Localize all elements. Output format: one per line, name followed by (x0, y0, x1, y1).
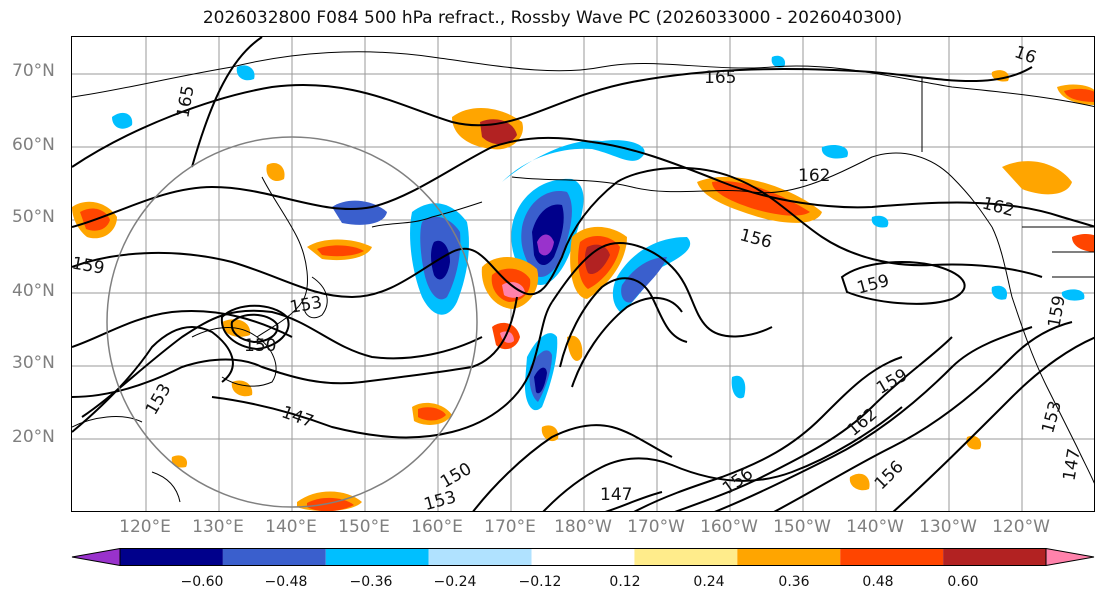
map-canvas: 165 165 162 162 156 159 159 153 150 147 … (72, 37, 1094, 512)
lon-label-170e: 170°E (484, 517, 536, 537)
map-title: 2026032800 F084 500 hPa refract., Rossby… (202, 8, 903, 28)
colorbar-tick: 0.12 (609, 574, 641, 590)
contour-label: 165 (704, 68, 736, 88)
lat-label-70n: 70°N (12, 61, 55, 81)
contour-label: 165 (173, 84, 198, 119)
colorbar-frame (119, 548, 1047, 566)
height-contours (72, 37, 1094, 511)
contour-label: 159 (855, 271, 892, 299)
lon-label-130w: 130°W (919, 517, 977, 537)
lon-label-160e: 160°E (411, 517, 463, 537)
positive-anomaly-shading (72, 70, 1094, 511)
contour-label: 153 (288, 293, 323, 318)
lat-label-60n: 60°N (12, 135, 55, 155)
colorbar-tick: 0.24 (693, 574, 725, 590)
lon-label-130e: 130°E (192, 517, 244, 537)
colorbar-extend-high (1045, 548, 1095, 566)
colorbar-tick: −0.12 (518, 574, 562, 590)
colorbar-extend-low (71, 548, 121, 566)
projection-circle (106, 136, 478, 508)
lon-label-160w: 160°W (700, 517, 758, 537)
colorbar-cell (120, 548, 223, 566)
lon-label-140w: 140°W (846, 517, 904, 537)
colorbar-tick: −0.24 (433, 574, 477, 590)
lat-label-50n: 50°N (12, 207, 55, 227)
contour-label: 153 (422, 487, 459, 512)
map-panel[interactable]: 165 165 162 162 156 159 159 153 150 147 … (71, 36, 1095, 512)
lat-label-30n: 30°N (12, 353, 55, 373)
colorbar-cell (943, 548, 1046, 566)
contour-label: 162 (798, 166, 830, 186)
colorbar-tick: −0.60 (180, 574, 224, 590)
lat-label-40n: 40°N (12, 281, 55, 301)
colorbar-cell (840, 548, 944, 566)
lon-label-170w: 170°W (627, 517, 685, 537)
lat-label-20n: 20°N (12, 427, 55, 447)
colorbar-tick: 0.48 (862, 574, 894, 590)
contour-label: 147 (1059, 447, 1084, 482)
colorbar-tick: 0.36 (778, 574, 810, 590)
contour-label: 150 (437, 459, 475, 493)
colorbar-cell (222, 548, 326, 566)
contour-label: 159 (873, 365, 911, 399)
contour-label: 153 (142, 380, 176, 418)
colorbar-cell (325, 548, 429, 566)
lon-label-180w: 180°W (554, 517, 612, 537)
colorbar-cell (737, 548, 841, 566)
contour-label: 153 (1038, 399, 1066, 436)
colorbar-cell (531, 548, 635, 566)
colorbar-cell (428, 548, 532, 566)
lon-label-120w: 120°W (992, 517, 1050, 537)
contour-label: 147 (600, 485, 632, 505)
contour-label: 159 (72, 253, 106, 278)
lon-label-120e: 120°E (119, 517, 171, 537)
colorbar-tick: 0.60 (947, 574, 979, 590)
lon-label-140e: 140°E (265, 517, 317, 537)
colorbar-cell (634, 548, 738, 566)
colorbar-tick: −0.36 (349, 574, 393, 590)
colorbar-tick: −0.48 (264, 574, 308, 590)
contour-label: 16 (1012, 42, 1039, 68)
colorbar (71, 548, 1095, 566)
contour-label: 156 (738, 225, 775, 253)
contour-label: 150 (244, 336, 276, 356)
lon-label-150w: 150°W (773, 517, 831, 537)
contour-label: 147 (279, 402, 316, 432)
lon-label-150e: 150°E (338, 517, 390, 537)
